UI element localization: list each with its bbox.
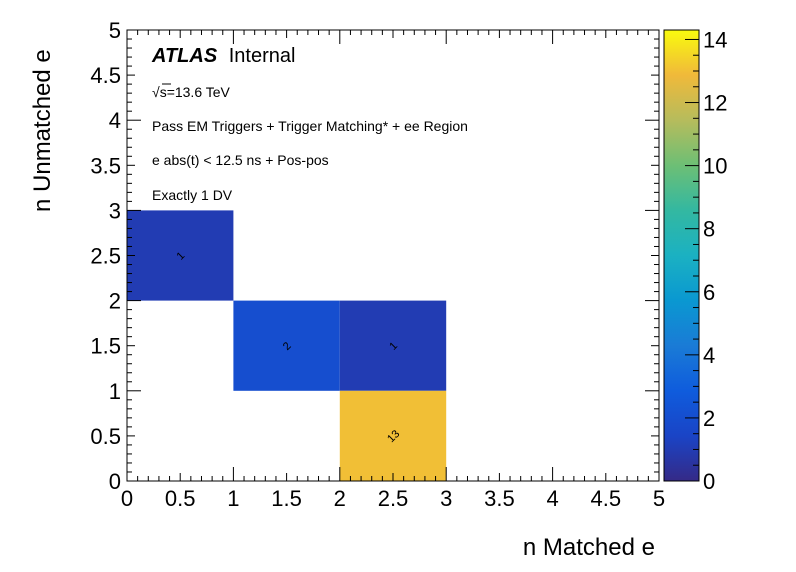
y-tick-label: 4.5 [90,63,121,88]
colorbar-frame [663,29,700,482]
sqrt-symbol: √ [152,84,160,100]
y-tick-label: 5 [109,18,121,43]
heatmap-cell [127,210,234,301]
x-tick-label: 4 [546,486,558,511]
axis-ticks [126,29,660,482]
colorbar-tick-label: 2 [703,406,715,431]
x-tick-label: 3.5 [484,486,515,511]
y-tick-label: 0.5 [90,424,121,449]
x-axis-title: n Matched e [523,534,655,561]
selection-line-1: Pass EM Triggers + Trigger Matching* + e… [152,118,468,134]
x-tick-label: 1 [227,486,239,511]
y-tick-labels: 0 0.5 1 1.5 2 2.5 3 3.5 4 4.5 5 [90,18,121,494]
y-tick-label: 0 [109,469,121,494]
selection-line-2: e abs(t) < 12.5 ns + Pos-pos [152,152,329,168]
selection-line-3: Exactly 1 DV [152,187,233,203]
x-tick-label: 3 [440,486,452,511]
x-tick-label: 1.5 [271,486,302,511]
heatmap-cell [233,300,340,391]
x-tick-label: 2 [334,486,346,511]
y-tick-label: 1 [109,379,121,404]
x-tick-label: 0.5 [165,486,196,511]
x-tick-label: 0 [121,486,133,511]
colorbar-tick-label: 4 [703,343,715,368]
y-axis-title: n Unmatched e [29,49,56,212]
y-tick-label: 2 [109,289,121,314]
y-tick-label: 3 [109,198,121,223]
x-tick-labels: 0 0.5 1 1.5 2 2.5 3 3.5 4 4.5 5 [121,486,665,511]
y-tick-label: 2.5 [90,244,121,269]
heatmap-cell [339,300,447,391]
energy-label: √s=13.6 TeV [152,84,231,100]
colorbar-tick-label: 14 [703,27,727,52]
colorbar-tick-labels: 0 2 4 6 8 10 12 14 [703,27,727,494]
colorbar-tick-label: 12 [703,91,727,116]
x-tick-label: 4.5 [591,486,622,511]
colorbar-tick-label: 8 [703,217,715,242]
heatmap-cell [339,390,447,481]
heatmap-cells [127,210,447,481]
colorbar [664,30,699,481]
atlas-logo-text: ATLAS [151,45,218,67]
atlas-label: ATLAS Internal [151,45,295,67]
energy-text: s=13.6 TeV [160,84,231,100]
colorbar-tick-label: 6 [703,280,715,305]
colorbar-tick-label: 10 [703,154,727,179]
colorbar-ticks [685,38,699,482]
y-tick-label: 3.5 [90,153,121,178]
x-tick-label: 2.5 [378,486,409,511]
colorbar-tick-label: 0 [703,469,715,494]
internal-text: Internal [229,45,296,67]
x-tick-label: 5 [653,486,665,511]
y-tick-label: 1.5 [90,334,121,359]
y-tick-label: 4 [109,108,121,133]
